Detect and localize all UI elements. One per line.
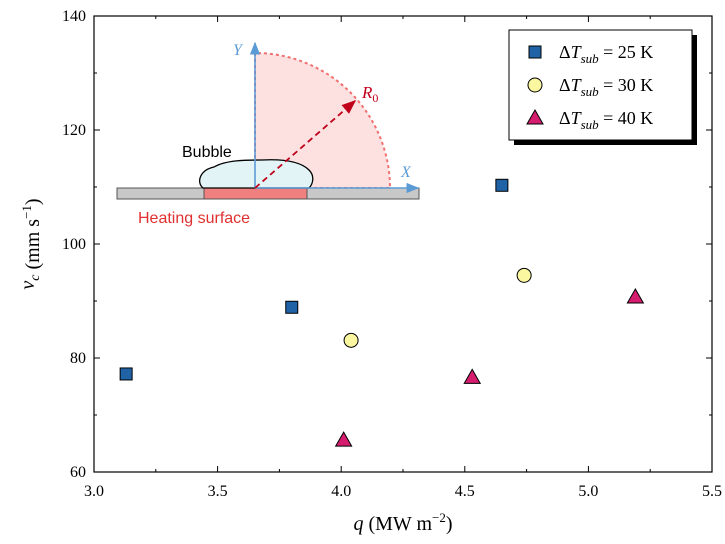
inset-radius-label: R0 — [361, 83, 378, 105]
x-tick-label: 4.5 — [455, 483, 475, 500]
data-point-triangle — [334, 431, 353, 447]
legend: ΔTsub = 25 K ΔTsub = 30 K ΔTsub = 40 K — [508, 29, 697, 145]
heating-surface-strip — [203, 187, 308, 200]
data-point-triangle — [626, 288, 645, 304]
sector-quarter-circle — [254, 51, 392, 189]
series-triangle — [334, 288, 645, 447]
data-point-square — [285, 300, 299, 314]
data-point-square — [495, 178, 509, 192]
inset-radius-arrow — [254, 100, 357, 189]
y-tick-label: 140 — [62, 8, 86, 25]
legend-entry-label: ΔTsub = 25 K — [559, 42, 653, 66]
data-point-circle — [516, 267, 532, 283]
inset-x-label: X — [400, 164, 412, 181]
legend-marker-square — [528, 45, 542, 59]
data-point-circle — [343, 332, 359, 348]
x-tick-label: 5.0 — [578, 483, 598, 500]
legend-entry-label: ΔTsub = 40 K — [559, 108, 653, 132]
bubble-schematic-inset: Bubble Heating surface Y X R0 — [116, 41, 420, 227]
y-tick-label: 100 — [62, 236, 86, 253]
data-points — [119, 178, 645, 447]
y-tick-label: 120 — [62, 122, 86, 139]
heating-surface-label: Heating surface — [138, 210, 250, 227]
x-axis-title: q (MW m−2) — [353, 510, 452, 535]
x-tick-label: 5.5 — [702, 483, 722, 500]
y-axis-title: vc (mm s−1) — [17, 198, 44, 289]
axes: 3.0 3.5 4.0 4.5 5.0 5.5 60 80 100 120 140 — [62, 8, 722, 500]
x-tick-label: 3.0 — [84, 483, 104, 500]
bubble-label: Bubble — [182, 144, 232, 161]
data-point-triangle — [463, 368, 482, 384]
x-tick-label: 3.5 — [208, 483, 228, 500]
legend-marker-circle — [527, 77, 543, 93]
legend-entry-label: ΔTsub = 30 K — [559, 75, 653, 99]
x-tick-label: 4.0 — [331, 483, 351, 500]
series-circle — [343, 267, 532, 348]
y-tick-label: 60 — [70, 464, 86, 481]
series-square — [119, 178, 509, 381]
legend-marker-triangle — [526, 108, 544, 125]
y-tick-label: 80 — [70, 350, 86, 367]
bubble-shape — [199, 159, 314, 189]
data-point-square — [119, 367, 133, 381]
inset-y-label: Y — [233, 42, 244, 59]
